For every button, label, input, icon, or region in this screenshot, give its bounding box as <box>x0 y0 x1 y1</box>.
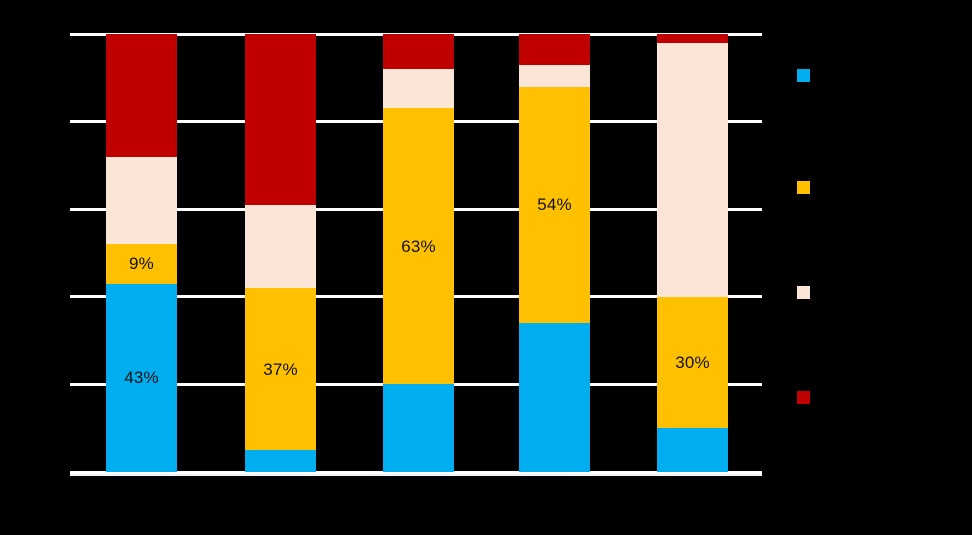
legend-item[interactable] <box>797 390 819 404</box>
legend-item[interactable] <box>797 180 819 194</box>
bar-data-label: 63% <box>401 236 436 256</box>
bar-segment[interactable]: 54% <box>519 86 590 324</box>
gridline <box>70 470 762 474</box>
bar-group[interactable]: 37% <box>245 34 316 472</box>
legend-swatch-blue <box>797 69 810 82</box>
bar-segment[interactable] <box>519 64 590 87</box>
bar-group[interactable]: 43% 9% <box>106 34 177 472</box>
bar-segment[interactable] <box>245 34 316 205</box>
bar-group[interactable]: 54% <box>519 34 590 472</box>
bar-segment[interactable] <box>245 450 316 472</box>
bar-segment[interactable] <box>106 156 177 245</box>
bar-segment[interactable]: 30% <box>657 296 728 429</box>
gridline <box>70 32 762 36</box>
bar-segment[interactable] <box>657 428 728 472</box>
legend-swatch-yellow <box>797 181 810 194</box>
bar-data-label: 9% <box>129 254 154 274</box>
bar-segment[interactable]: 9% <box>106 244 177 284</box>
bar-data-label: 30% <box>675 353 710 372</box>
bar-segment[interactable] <box>383 34 454 70</box>
bar-group[interactable]: 30% <box>657 34 728 472</box>
bar-group[interactable]: 63% <box>383 34 454 472</box>
legend-swatch-cream <box>797 286 810 299</box>
bar-segment[interactable] <box>519 34 590 65</box>
bar-data-label: 54% <box>537 195 572 215</box>
bar-data-label: 37% <box>263 359 298 379</box>
bar-segment[interactable] <box>383 69 454 109</box>
legend-item[interactable] <box>797 285 819 299</box>
bar-segment[interactable] <box>245 204 316 289</box>
bar-segment[interactable]: 37% <box>245 288 316 451</box>
bar-segment[interactable] <box>657 34 728 43</box>
chart-legend <box>797 34 965 472</box>
bar-segment[interactable] <box>657 42 728 297</box>
bar-segment[interactable] <box>519 323 590 472</box>
bar-data-label: 43% <box>124 368 159 388</box>
legend-swatch-red <box>797 391 810 404</box>
bar-segment[interactable]: 43% <box>106 283 177 472</box>
bar-segment[interactable]: 63% <box>383 108 454 385</box>
legend-item[interactable] <box>797 68 819 82</box>
bar-segment[interactable] <box>383 384 454 472</box>
x-axis-line <box>70 472 762 476</box>
bar-segment[interactable] <box>106 34 177 157</box>
plot-area: 43% 9% 37% 63% 54% 30% <box>70 32 762 476</box>
